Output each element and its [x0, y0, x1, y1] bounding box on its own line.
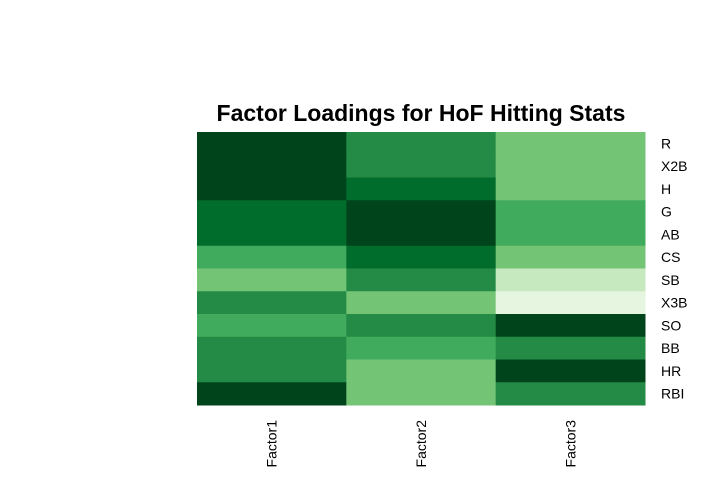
heatmap-cell-rbi-factor3	[495, 382, 646, 406]
row-label-rbi: RBI	[661, 386, 684, 402]
heatmap-cell-h-factor2	[346, 177, 497, 201]
row-label-sb: SB	[661, 272, 680, 288]
heatmap-cell-rbi-factor2	[346, 382, 497, 406]
row-label-ab: AB	[661, 226, 680, 242]
heatmap-cell-x2b-factor3	[495, 154, 646, 178]
column-labels: Factor1 Factor2 Factor3	[264, 420, 579, 468]
row-label-cs: CS	[661, 249, 680, 265]
heatmap-cell-x3b-factor3	[495, 291, 646, 315]
heatmap-cell-cs-factor2	[346, 245, 497, 269]
heatmap-cell-sb-factor3	[495, 268, 646, 292]
row-label-x2b: X2B	[661, 158, 687, 174]
column-label-factor3: Factor3	[562, 420, 578, 468]
heatmap-cell-h-factor3	[495, 177, 646, 201]
heatmap-cell-r-factor3	[495, 132, 646, 156]
heatmap-cell-x2b-factor2	[346, 154, 497, 178]
heatmap-cell-g-factor2	[346, 200, 497, 224]
heatmap-cell-cs-factor1	[197, 245, 347, 269]
heatmap-cell-sb-factor2	[346, 268, 497, 292]
heatmap-cell-h-factor1	[197, 177, 347, 201]
heatmap-cell-ab-factor1	[197, 223, 347, 247]
heatmap-cell-hr-factor3	[495, 359, 646, 383]
heatmap-cells	[197, 132, 646, 406]
heatmap-cell-so-factor3	[495, 314, 646, 338]
row-label-r: R	[661, 135, 671, 151]
row-label-h: H	[661, 181, 671, 197]
heatmap-cell-x2b-factor1	[197, 154, 347, 178]
heatmap-cell-g-factor3	[495, 200, 646, 224]
row-label-g: G	[661, 204, 672, 220]
heatmap-cell-r-factor2	[346, 132, 497, 156]
heatmap-cell-so-factor2	[346, 314, 497, 338]
heatmap-cell-so-factor1	[197, 314, 347, 338]
heatmap-cell-bb-factor3	[495, 336, 646, 360]
heatmap-cell-x3b-factor2	[346, 291, 497, 315]
heatmap-cell-r-factor1	[197, 132, 347, 156]
row-label-x3b: X3B	[661, 295, 687, 311]
row-labels: R X2B HG AB CS SB X3B SO BB HR RBI	[661, 135, 687, 401]
chart-title: Factor Loadings for HoF Hitting Stats	[217, 100, 626, 126]
row-label-hr: HR	[661, 363, 681, 379]
heatmap-cell-x3b-factor1	[197, 291, 347, 315]
row-label-so: SO	[661, 317, 681, 333]
row-label-bb: BB	[661, 340, 680, 356]
heatmap-cell-sb-factor1	[197, 268, 347, 292]
heatmap-cell-bb-factor1	[197, 336, 347, 360]
heatmap-cell-bb-factor2	[346, 336, 497, 360]
column-label-factor2: Factor2	[413, 420, 429, 468]
heatmap-cell-rbi-factor1	[197, 382, 347, 406]
heatmap-cell-ab-factor3	[495, 223, 646, 247]
heatmap-cell-ab-factor2	[346, 223, 497, 247]
heatmap-cell-hr-factor2	[346, 359, 497, 383]
heatmap-cell-cs-factor3	[495, 245, 646, 269]
column-label-factor1: Factor1	[264, 420, 280, 468]
heatmap-cell-g-factor1	[197, 200, 347, 224]
heatmap-cell-hr-factor1	[197, 359, 347, 383]
